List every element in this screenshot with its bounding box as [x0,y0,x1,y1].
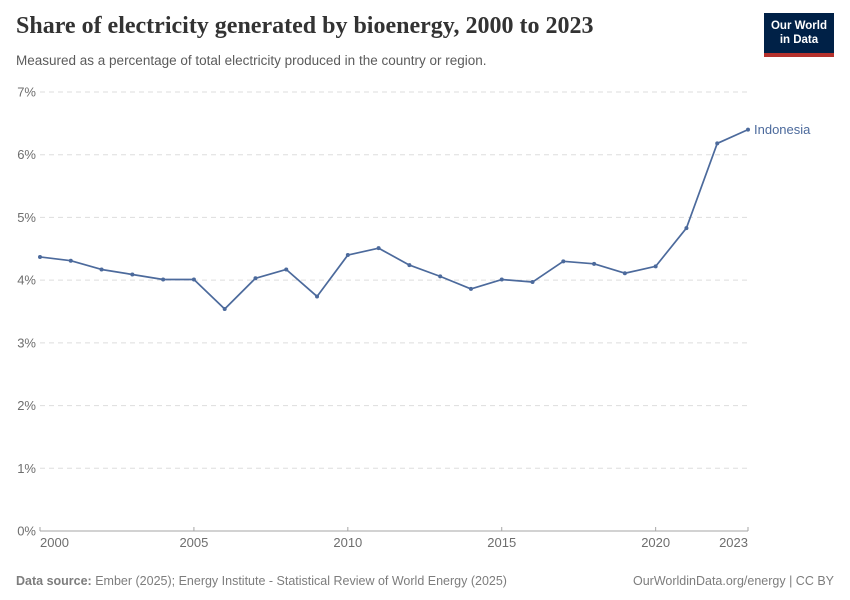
data-point-2017[interactable] [561,259,566,264]
data-point-2022[interactable] [715,141,720,146]
attribution-link[interactable]: OurWorldinData.org/energy | CC BY [632,574,834,588]
data-point-2015[interactable] [499,277,504,282]
data-point-2011[interactable] [376,246,381,251]
data-point-2004[interactable] [161,277,166,282]
line-chart-svg[interactable]: 0% 1% 2% 3% 4% 5% 6% 7% 2000 2005 2010 2015 2020 2023… [0,80,850,555]
data-point-2023[interactable] [746,127,750,132]
x-tick-label-2015: 2015 [487,535,516,550]
data-point-2009[interactable] [315,294,320,299]
data-point-2010[interactable] [345,253,350,258]
data-point-2008[interactable] [284,267,289,272]
data-point-2000[interactable] [38,254,42,259]
owid-logo[interactable]: Our World in Data [763,13,834,57]
y-tick-label-1%: 1% [17,461,36,476]
y-tick-label-4%: 4% [17,273,36,288]
data-point-2007[interactable] [253,276,258,281]
y-tick-label-3%: 3% [17,335,36,350]
data-source-text: Ember (2025); Energy Institute - Statist… [91,574,507,588]
y-tick-label-0%: 0% [17,524,36,539]
data-point-2014[interactable] [468,286,473,291]
y-tick-label-7%: 7% [17,85,36,100]
data-point-2019[interactable] [622,271,627,276]
data-point-2013[interactable] [438,274,443,279]
chart-subtitle: Measured as a percentage of total electr… [16,53,487,68]
x-tick-label-2020: 2020 [641,535,670,550]
y-tick-label-2%: 2% [17,398,36,413]
owid-logo-line1: Our World [770,20,827,32]
data-source: Data source: Ember (2025); Energy Instit… [16,574,507,588]
chart-title: Share of electricity generated by bioene… [16,13,594,39]
data-point-2001[interactable] [68,258,73,263]
series-line-indonesia[interactable] [39,128,749,310]
x-tick-label-2010: 2010 [333,535,362,550]
x-tick-label-2005: 2005 [179,535,208,550]
x-tick-label-2000: 2000 [40,535,69,550]
data-point-2020[interactable] [653,264,658,269]
data-point-2002[interactable] [99,267,104,272]
data-point-2003[interactable] [130,272,135,277]
data-point-2021[interactable] [684,226,689,231]
data-point-2005[interactable] [191,277,196,282]
data-point-2006[interactable] [222,306,227,311]
chart-footer: Data source: Ember (2025); Energy Instit… [16,574,834,588]
y-tick-label-6%: 6% [17,147,36,162]
data-source-label: Data source: [16,574,92,588]
data-point-2018[interactable] [592,261,597,266]
x-tick-label-2023: 2023 [719,535,748,550]
series-label-indonesia[interactable]: Indonesia [754,122,811,137]
chart: 0% 1% 2% 3% 4% 5% 6% 7% 2000 2005 2010 2015 2020 2023… [0,80,850,555]
data-point-2016[interactable] [530,280,535,285]
owid-logo-line2: in Data [779,34,819,47]
y-tick-label-5%: 5% [17,210,36,225]
data-point-2012[interactable] [407,263,412,268]
